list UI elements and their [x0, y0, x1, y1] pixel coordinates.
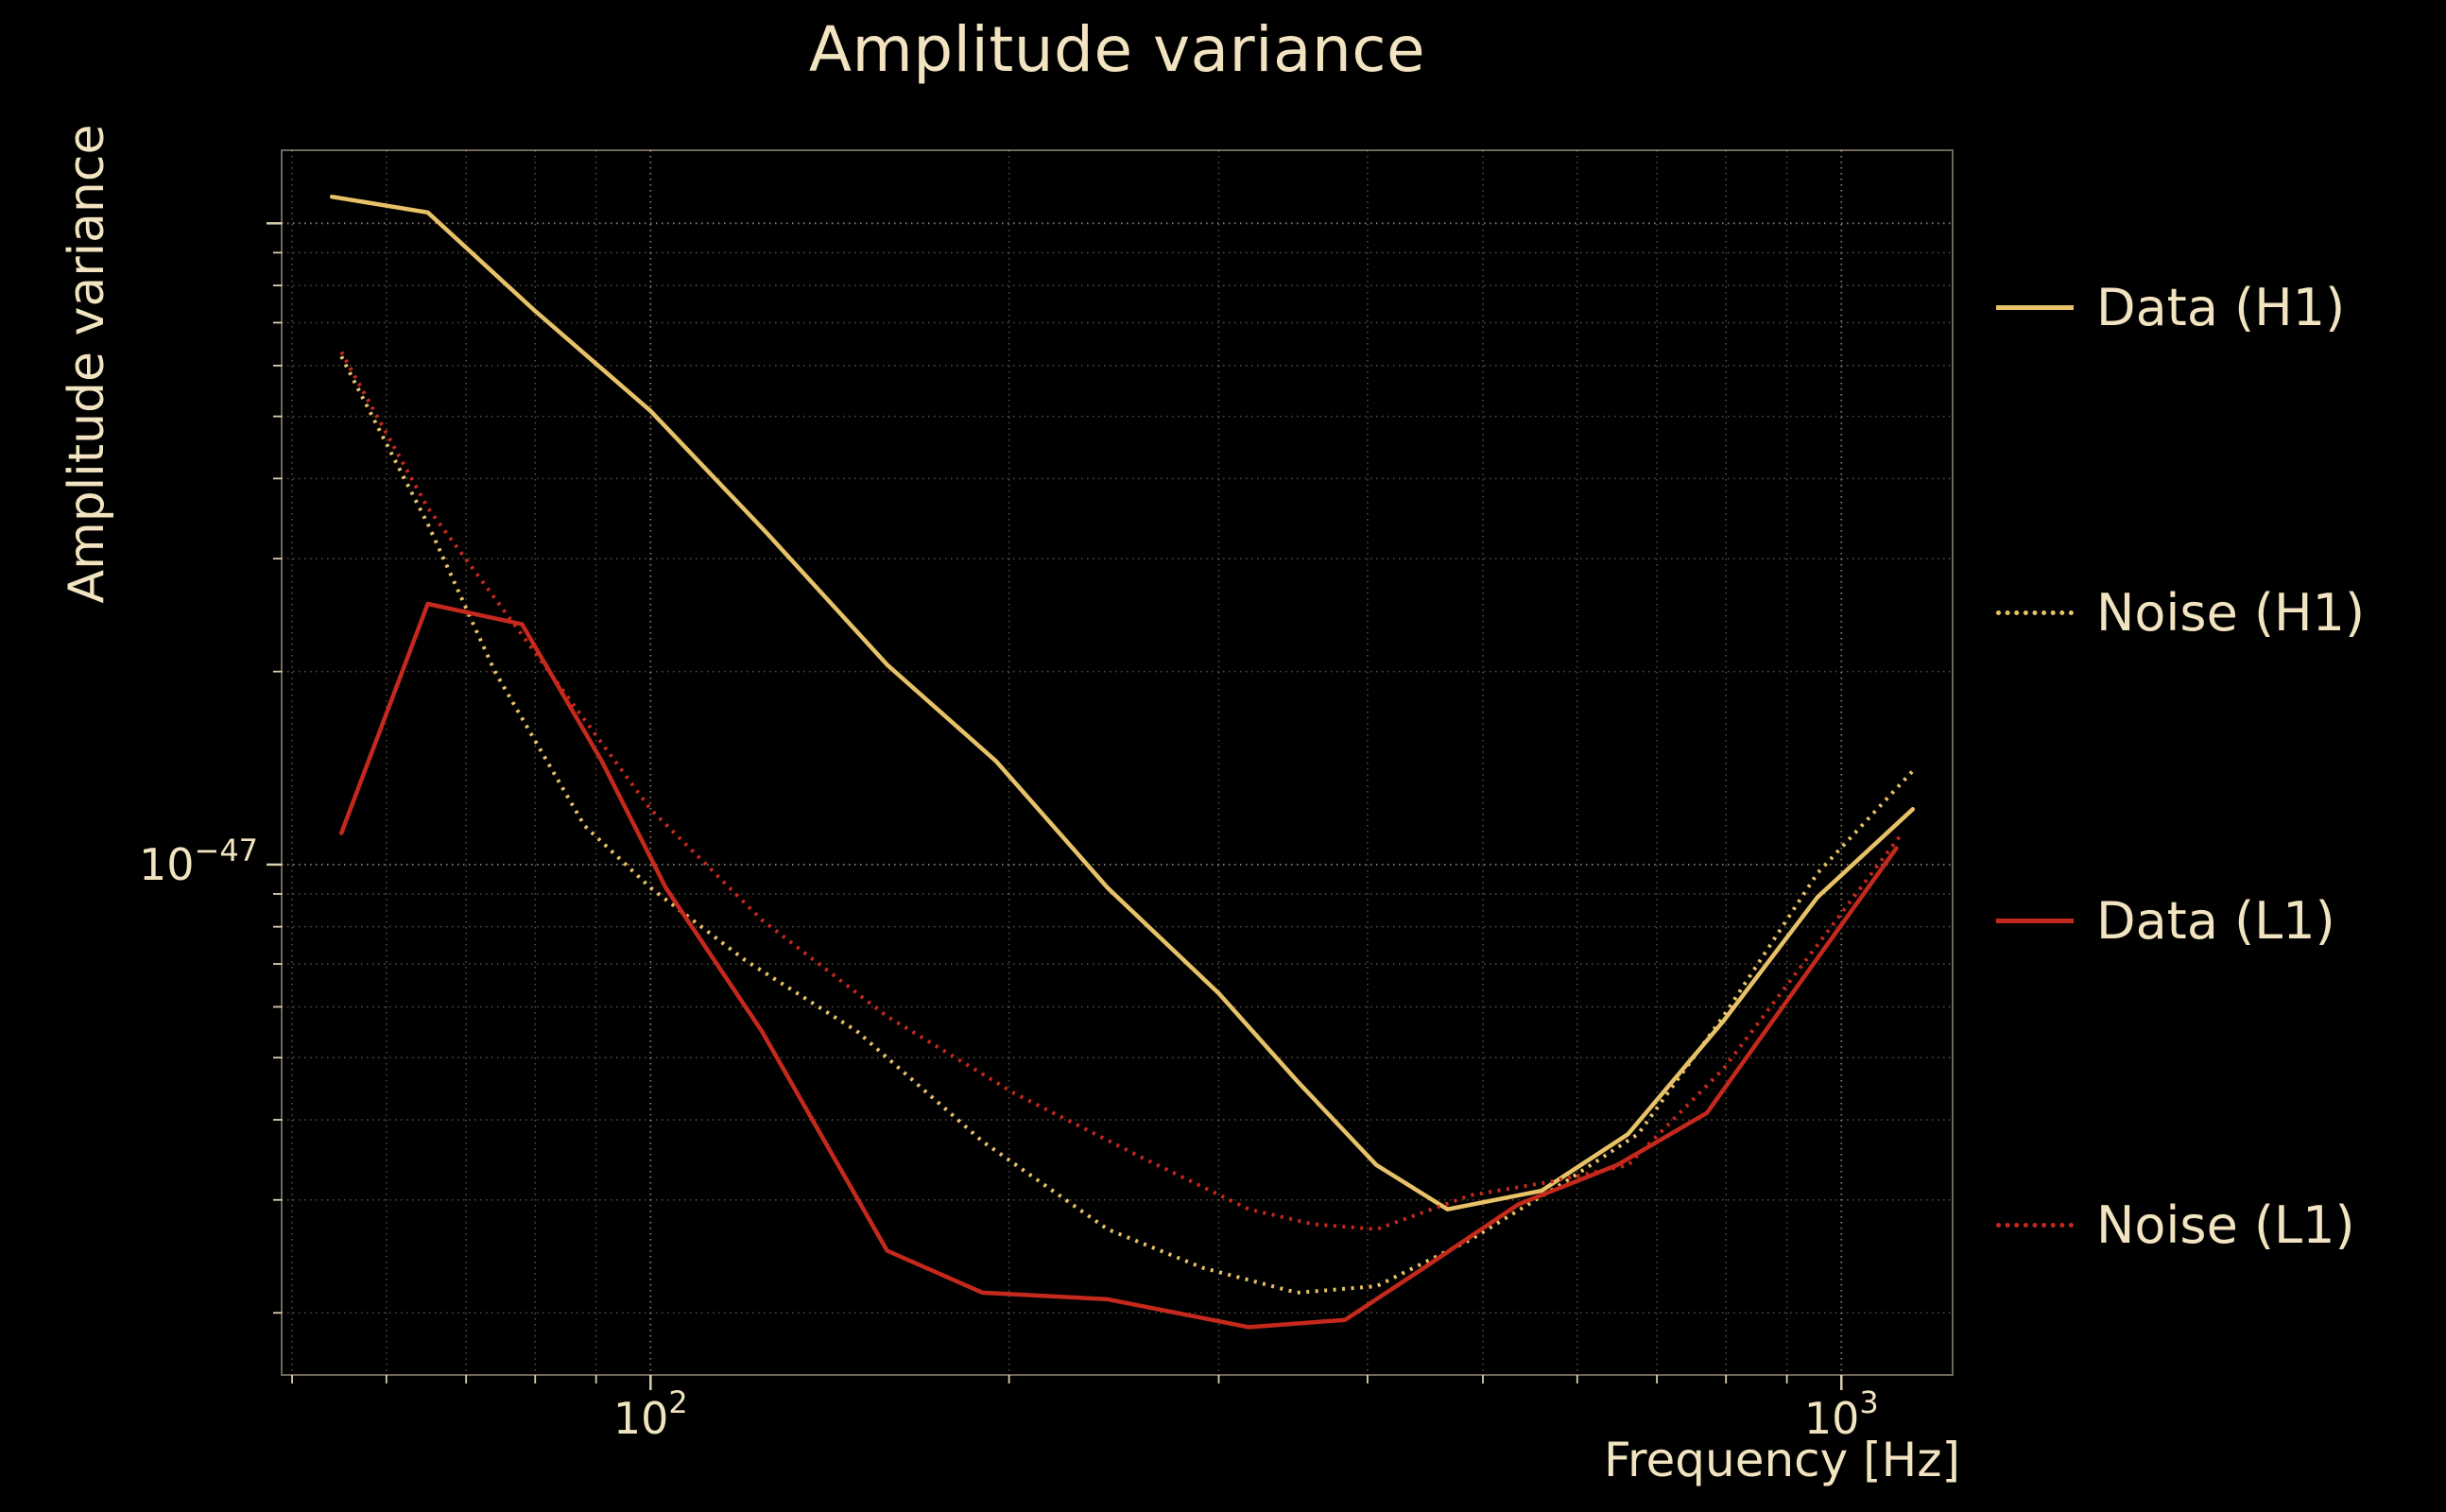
x-axis-label: Frequency [Hz]: [1603, 1433, 1960, 1487]
chart-title: Amplitude variance: [808, 13, 1426, 86]
x-tick-label: 103: [1804, 1384, 1879, 1444]
series-line-data-l1: [338, 601, 1899, 1330]
plot-frame: [281, 149, 1954, 1376]
series-line-data-h1: [329, 194, 1916, 1211]
series-line-noise-h1: [339, 355, 1915, 1295]
x-tick-label: 102: [613, 1384, 688, 1444]
y-tick-label: 10−47: [139, 833, 258, 890]
series-line-noise-l1: [339, 351, 1904, 1231]
